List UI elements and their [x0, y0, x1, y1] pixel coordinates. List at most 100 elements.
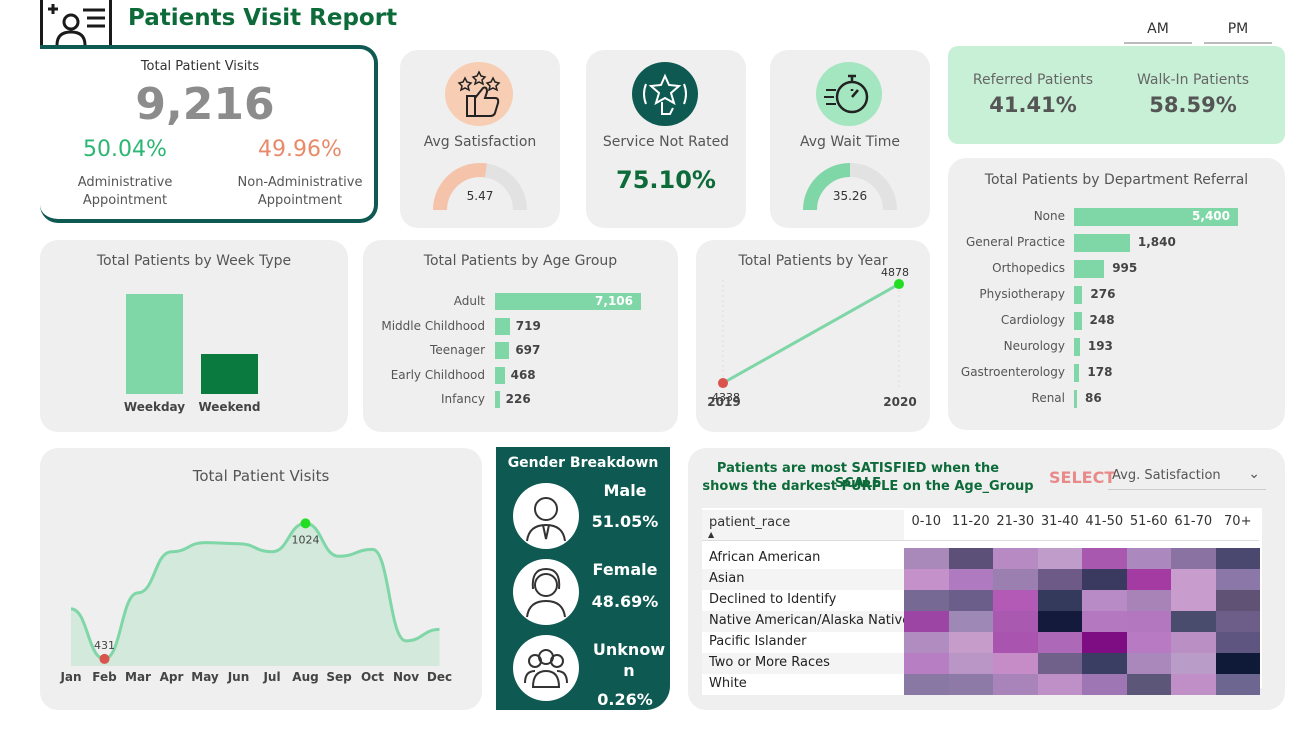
age-group-value: 7,106 [595, 294, 633, 308]
heatmap-cell [948, 590, 993, 611]
department-value: 276 [1090, 287, 1116, 301]
total-visits-card: Total Patient Visits 9,216 50.04% Admini… [40, 45, 378, 223]
heatmap-cell [1037, 548, 1082, 569]
age-group-label: Teenager [430, 343, 485, 357]
heatmap-cell [993, 569, 1038, 590]
month-tick-label: Nov [393, 670, 419, 684]
heatmap-cell [1037, 569, 1082, 590]
heatmap-cell [1037, 674, 1082, 695]
department-value: 5,400 [1192, 209, 1230, 223]
heatmap-cell [1037, 611, 1082, 632]
heatmap-cell [1215, 611, 1260, 632]
department-label: None [1033, 209, 1065, 223]
heatmap-cell [904, 611, 949, 632]
measure-dropdown[interactable]: Avg. Satisfaction ⌄ [1108, 462, 1266, 490]
chevron-down-icon: ⌄ [1248, 466, 1260, 482]
heatmap-cell [1082, 632, 1127, 653]
race-row-label: Two or More Races [709, 655, 830, 670]
age-group-label: Middle Childhood [381, 318, 485, 333]
heatmap-cell [1171, 548, 1216, 569]
age-column-header: 41-50 [1085, 514, 1124, 529]
heatmap-cell [1171, 590, 1216, 611]
department-bar [1074, 208, 1238, 226]
heatmap-note-2: shows the darkest PURPLE on the Age_Grou… [702, 479, 1034, 494]
age-column-header: 11-20 [951, 514, 990, 529]
pm-button[interactable]: PM [1204, 18, 1272, 44]
age-group-label: Early Childhood [390, 367, 485, 382]
age-group-bar [495, 293, 641, 310]
week-type-title: Total Patients by Week Type [96, 253, 292, 269]
am-button[interactable]: AM [1124, 18, 1192, 44]
department-label: Neurology [1003, 339, 1065, 353]
department-referral-title: Total Patients by Department Referral [984, 172, 1249, 188]
department-referral-card: Total Patients by Department Referral No… [948, 158, 1285, 430]
heatmap-cell [1082, 674, 1127, 695]
department-bar [1074, 312, 1082, 330]
rating-touch-icon [632, 62, 698, 126]
heatmap-cell [1126, 611, 1171, 632]
department-value: 86 [1085, 391, 1102, 405]
am-label: AM [1147, 21, 1169, 37]
heatmap-cell [1171, 674, 1216, 695]
stopwatch-icon [816, 62, 882, 126]
heatmap-cell [948, 653, 993, 674]
age-group-value: 719 [515, 318, 541, 333]
avg-wait-time-value: 35.26 [832, 189, 868, 203]
heatmap-note-1: Patients are most SATISFIED when the SCA… [716, 461, 1000, 491]
month-tick-label: Jan [59, 670, 81, 684]
heatmap-cell [1215, 632, 1260, 653]
referral-card: Referred Patients 41.41% Walk-In Patient… [948, 46, 1285, 144]
month-tick-label: Mar [125, 670, 151, 684]
monthly-point [99, 653, 110, 664]
female-value: 48.69% [591, 592, 659, 611]
year-series-line [722, 282, 900, 385]
referred-label: Referred Patients [972, 72, 1094, 88]
admin-label-1: Administrative [77, 175, 173, 190]
male-avatar-icon [513, 483, 579, 549]
heatmap-cell [993, 548, 1038, 569]
department-value: 178 [1087, 365, 1113, 379]
heatmap-cell [1171, 653, 1216, 674]
age-column-header: 51-60 [1129, 514, 1168, 529]
heatmap-cell [904, 548, 949, 569]
week-type-label: Weekend [198, 400, 261, 414]
monthly-visits-card: Total Patient Visits 431 1024 Jan Feb Mar Apr… [40, 448, 482, 710]
month-tick-label: Jun [227, 670, 250, 684]
year-title: Total Patients by Year [738, 253, 888, 269]
heatmap-cell [993, 653, 1038, 674]
row-band [702, 674, 904, 695]
heatmap-cell [1126, 590, 1171, 611]
heatmap-cell [1082, 569, 1127, 590]
heatmap-cell [993, 611, 1038, 632]
service-not-rated-title: Service Not Rated [602, 134, 730, 150]
race-row-label: Asian [709, 571, 745, 586]
monthly-value-label: 431 [94, 639, 115, 652]
heatmap-cell [1215, 653, 1260, 674]
row-band [702, 569, 904, 590]
heatmap-cell [993, 674, 1038, 695]
heatmap-cell [1171, 611, 1216, 632]
department-label: General Practice [965, 235, 1065, 249]
age-group-value: 697 [515, 343, 541, 357]
heatmap-cell [1126, 569, 1171, 590]
total-visits-value: 9,216 [135, 79, 275, 130]
age-column-header: 70+ [1224, 514, 1252, 529]
nonadmin-label-2: Appointment [257, 193, 343, 208]
age-group-value: 226 [505, 392, 531, 406]
week-type-bar [201, 353, 258, 394]
heatmap-card: Patients are most SATISFIED when the SCA… [688, 448, 1285, 710]
female-label: Female [592, 560, 658, 579]
month-tick-label: Feb [92, 670, 117, 684]
department-label: Physiotherapy [979, 287, 1065, 301]
heatmap-cell [1171, 632, 1216, 653]
heatmap-cell [1215, 548, 1260, 569]
department-bar [1074, 234, 1130, 252]
row-header[interactable]: patient_race ▲ [702, 510, 904, 540]
thumbs-up-stars-icon [445, 62, 513, 126]
week-type-label: Weekday [123, 400, 186, 414]
female-avatar-icon [513, 559, 579, 625]
avg-satisfaction-title: Avg Satisfaction [423, 134, 537, 150]
heatmap-cell [948, 569, 993, 590]
heatmap-cell [1082, 611, 1127, 632]
year-point [894, 279, 904, 290]
